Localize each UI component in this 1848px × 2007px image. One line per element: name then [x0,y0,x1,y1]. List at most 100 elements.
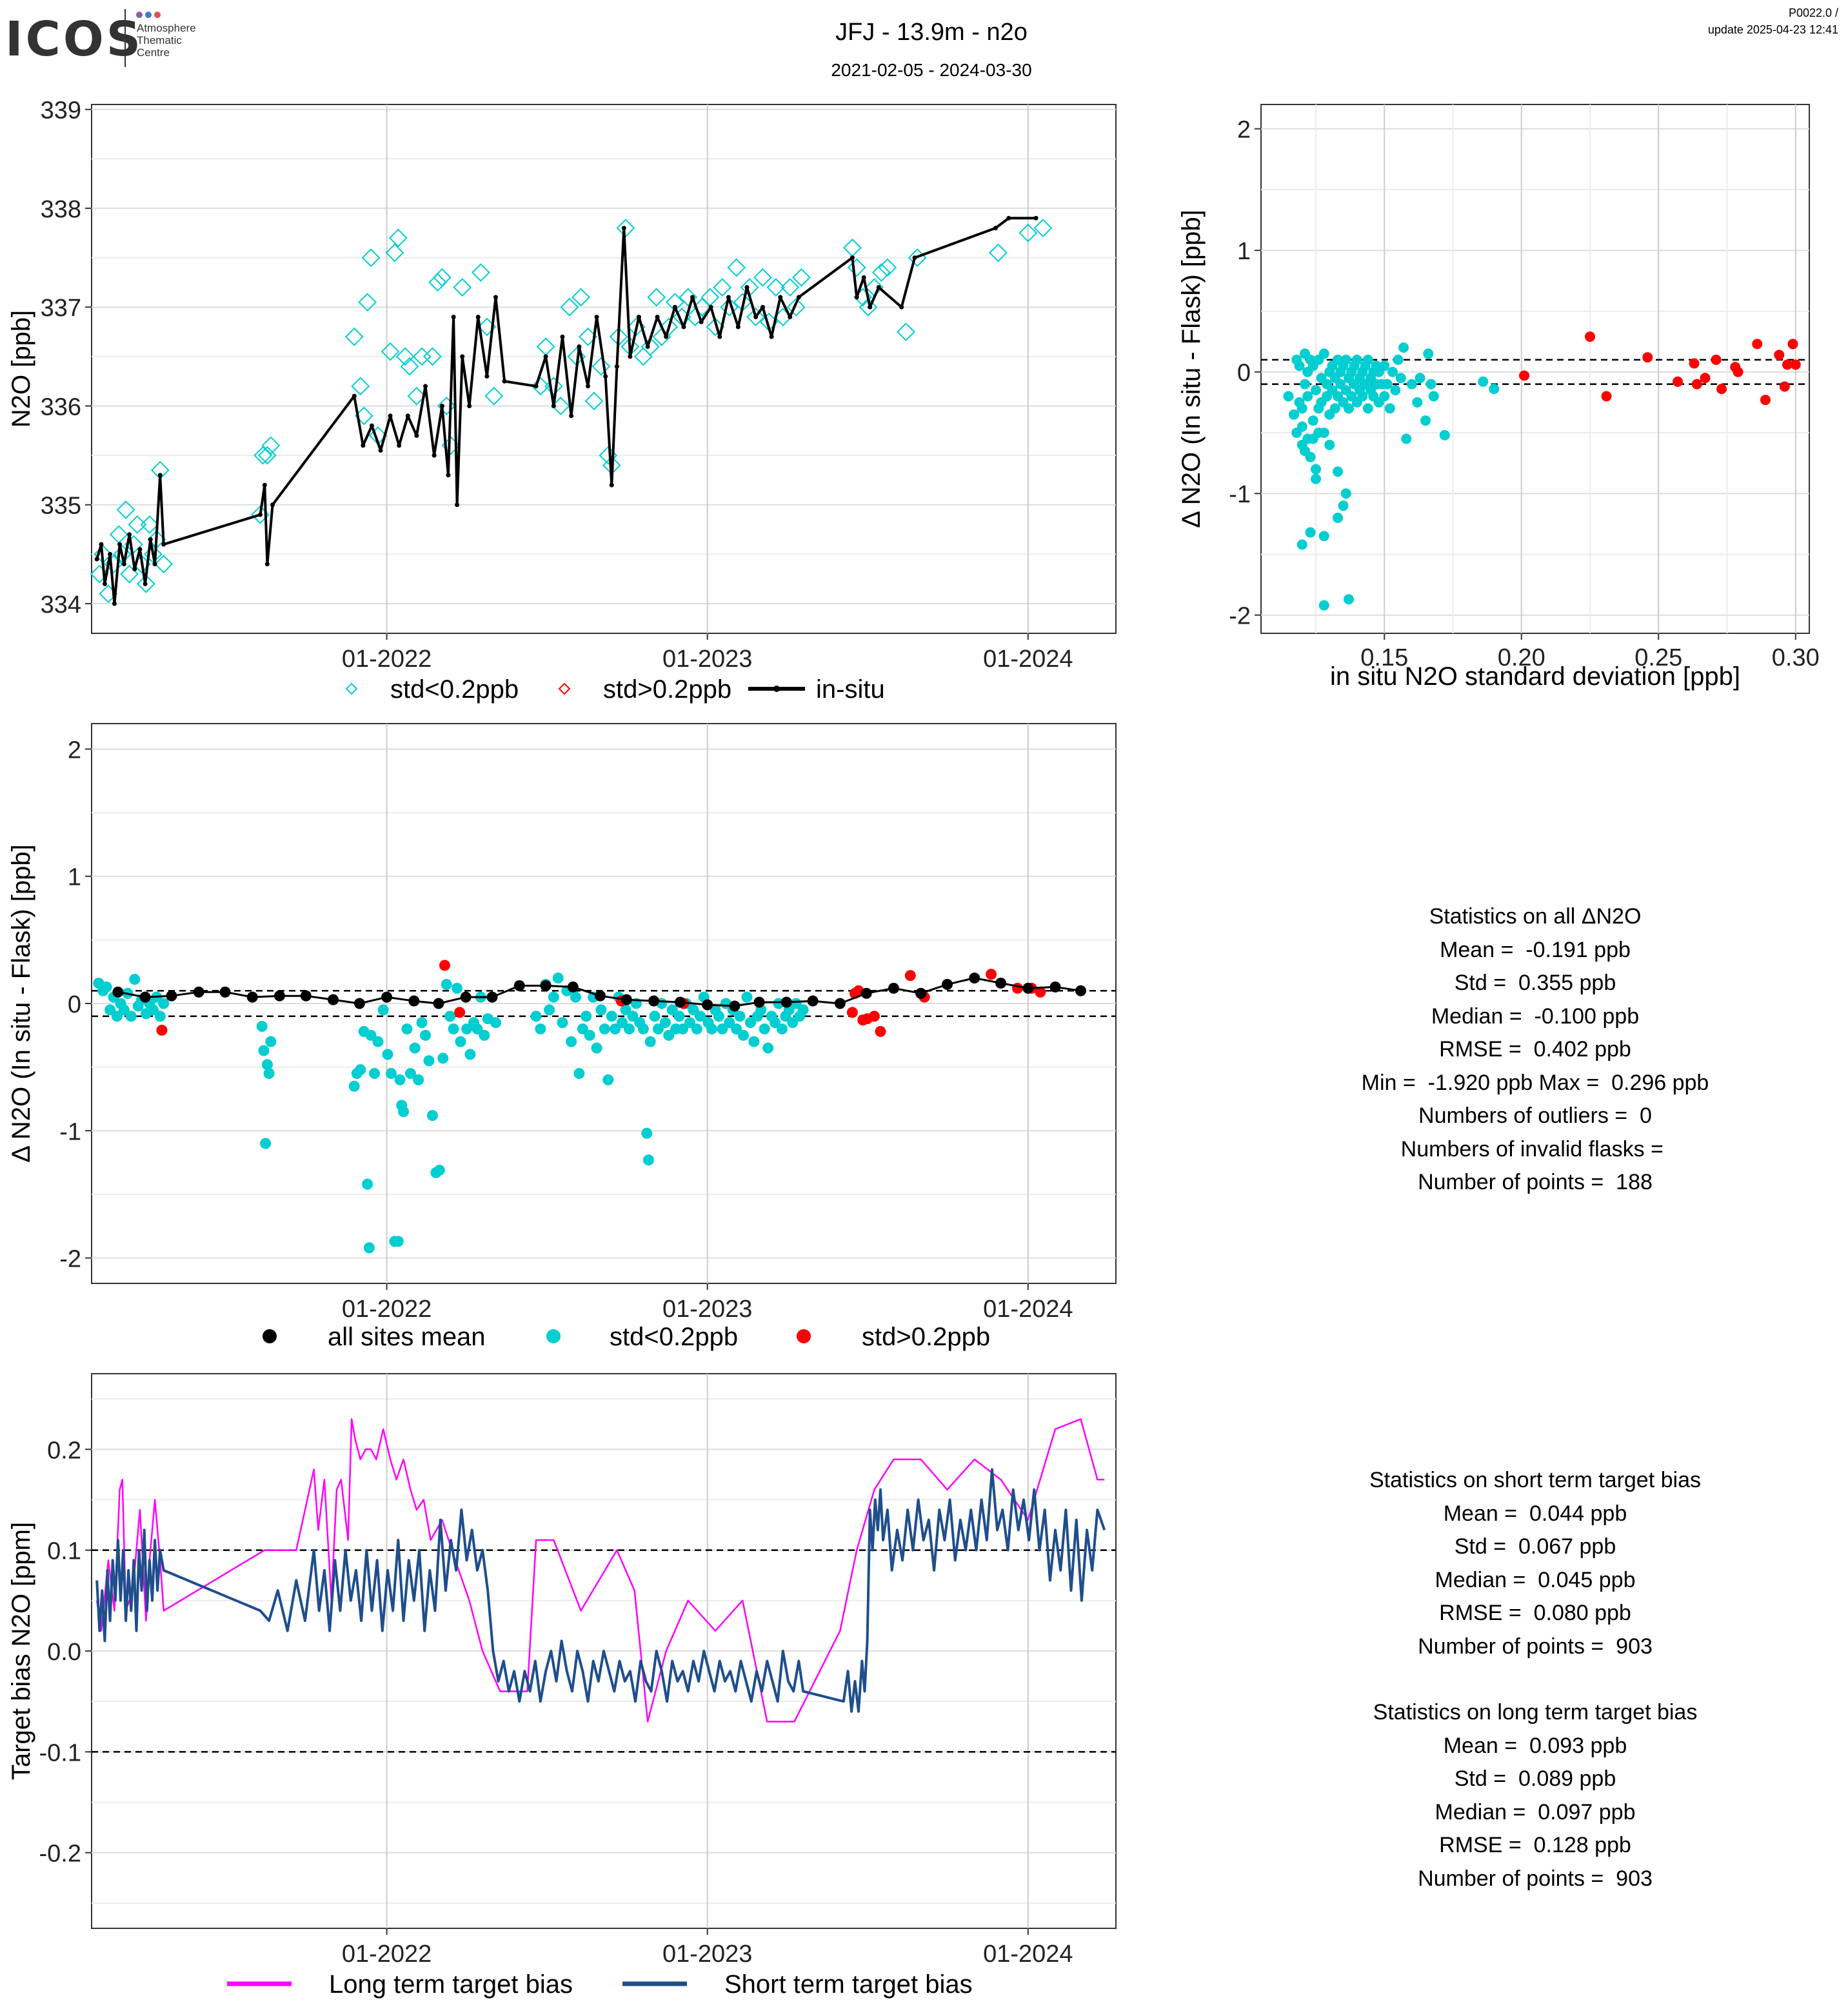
scatter-point [1357,391,1368,402]
in-situ-point [628,354,633,359]
in-situ-point [117,542,123,547]
mean-point [995,977,1007,989]
in-situ-point [405,413,410,419]
scatter-point [566,1036,577,1047]
diamond-point [706,317,725,337]
x-tick-label: 01-2022 [342,1296,432,1323]
scatter-point [1318,531,1329,542]
scatter-point [377,1004,389,1016]
stats-line: Median = -0.100 ppb [1431,1004,1640,1029]
stats-title: Statistics on all ΔN2O [1429,904,1642,929]
legend-label: all sites mean [328,1323,486,1351]
diamond-point [432,268,452,287]
in-situ-point [849,255,855,261]
stats-line: Number of points = 188 [1418,1170,1653,1194]
legend: Long term target bias Short term target b… [227,1970,973,1999]
scatter-point [129,974,141,985]
diamond-point [423,347,442,366]
scatter-point [688,1004,699,1016]
in-situ-point [451,315,456,320]
in-situ-point [455,502,460,508]
scatter-point [461,1023,473,1034]
scatter-point [1406,379,1417,390]
diamond-point [792,268,811,287]
diamond-point [531,377,550,396]
stats-line: Std = 0.355 ppb [1454,971,1616,995]
legend: std<0.2ppb std>0.2ppb in-situ [345,675,885,704]
y-tick-label: 338 [41,196,81,223]
stats-all-delta: Statistics on all ΔN2O Mean = -0.191 ppb… [1316,900,1754,1200]
scatter-point [1300,379,1310,390]
in-situ-point [121,562,126,567]
scatter-point [573,1068,585,1079]
scatter-point [1362,403,1373,414]
scatter-point [577,1023,588,1034]
y-tick-label: 336 [41,393,81,420]
in-situ-point [262,482,267,488]
scatter-point [394,1074,406,1085]
scatter-point [1716,384,1727,395]
in-situ-point [352,393,357,399]
scatter-point [724,1017,735,1029]
scatter-point [1379,391,1390,402]
scatter-point [1307,415,1318,426]
version-label: P0022.0 / [1789,6,1838,19]
scatter-point [382,1049,393,1060]
scatter-point [1395,373,1406,384]
scatter-point [770,1017,781,1029]
scatter-point [1311,473,1321,484]
x-tick-label: 01-2022 [342,646,432,673]
scatter-point [1390,384,1401,395]
legend: all sites mean std<0.2ppb std>0.2ppb [263,1323,990,1351]
scatter-point [570,991,581,1003]
logo-dot-icon [145,12,152,18]
scatter-point [1519,370,1529,381]
in-situ-point [157,473,163,478]
in-situ-point [493,295,498,300]
in-situ-point [127,532,132,537]
scatter-point [677,1023,689,1034]
diamond-point [428,273,448,292]
scatter-point [1297,539,1307,550]
legend-point-icon [546,1329,561,1343]
scatter-point [1294,397,1305,408]
mean-point [702,999,713,1011]
diamond-point [261,436,281,455]
legend-point-icon [263,1329,277,1343]
stats-line: RMSE = 0.080 ppb [1439,1601,1631,1625]
axes: -2 -1 0 1 2 0.15 0.20 0.25 0.30 [1229,117,1820,671]
y-tick-label: -2 [1229,603,1251,630]
scatter-point [437,1053,449,1064]
scatter-point [610,1023,621,1034]
mean-point [1049,981,1061,993]
diamond-point [1018,223,1038,242]
scatter-point [1439,430,1450,440]
data-marks [92,960,1116,1254]
stats-line: RMSE = 0.128 ppb [1439,1833,1631,1857]
in-situ-point [132,566,137,571]
in-situ-point [152,562,157,567]
short-term-bias-line [95,1468,1106,1713]
scatter-point [581,1011,592,1022]
scatter-point [260,1138,272,1149]
y-tick-label: 334 [41,591,81,618]
scatter-point [1324,439,1335,450]
delta-timeseries-chart: -2 -1 0 1 2 01-2022 01-2023 01-2024 Δ N2O (In s… [7,723,1117,1351]
scatter-point [641,1127,653,1139]
scatter-point [1318,600,1329,611]
in-situ-point [603,373,608,379]
y-tick-label: 335 [41,493,81,520]
in-situ-point [876,285,881,290]
diamond-point [616,219,635,238]
diamond-point [116,500,135,519]
scatter-point [258,1045,270,1056]
diamond-point [140,515,159,534]
y-tick-label: -2 [59,1246,81,1273]
update-label: update 2025-04-23 12:41 [1708,23,1838,36]
scatter-point [1787,339,1798,350]
scatter-point [731,1023,742,1034]
scatter-point [1338,500,1349,511]
scatter-point [904,970,916,982]
in-situ-point [148,537,153,542]
legend-label: std<0.2ppb [610,1323,738,1351]
